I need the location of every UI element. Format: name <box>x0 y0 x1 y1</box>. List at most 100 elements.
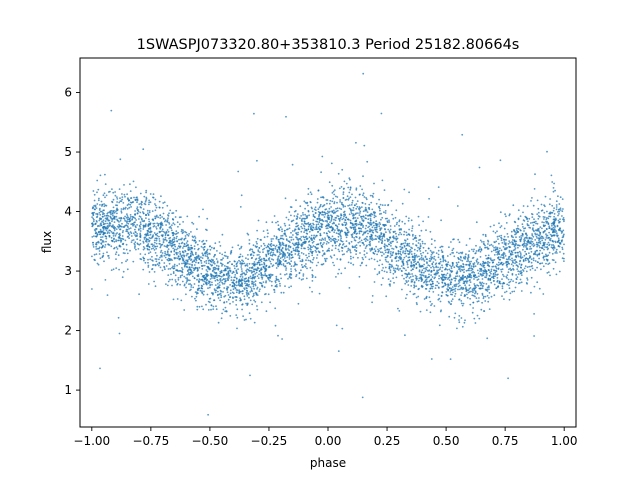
data-point <box>196 243 199 246</box>
data-point <box>519 215 522 218</box>
data-point <box>290 270 293 273</box>
data-point <box>395 253 397 256</box>
data-point <box>108 232 111 234</box>
data-point <box>530 247 533 250</box>
data-point <box>501 254 504 256</box>
data-point <box>263 286 266 289</box>
data-point <box>311 274 314 276</box>
data-point <box>424 270 427 273</box>
data-point <box>483 262 486 265</box>
data-point <box>197 262 200 264</box>
data-point <box>403 256 406 259</box>
data-point <box>379 251 382 254</box>
data-point <box>423 267 425 270</box>
data-point <box>224 251 227 254</box>
data-point <box>164 256 167 259</box>
data-point <box>390 245 392 247</box>
data-point <box>139 230 142 232</box>
data-point <box>489 279 492 282</box>
data-point <box>238 259 240 262</box>
data-point <box>488 269 490 272</box>
data-point <box>253 261 256 263</box>
data-point <box>379 223 382 226</box>
data-point <box>171 224 173 227</box>
data-point <box>230 279 233 281</box>
data-point <box>148 271 151 273</box>
data-point <box>349 250 352 252</box>
data-point <box>304 242 307 244</box>
data-point <box>200 287 203 289</box>
data-point <box>340 237 342 240</box>
data-point <box>538 245 540 247</box>
data-point <box>488 257 490 260</box>
data-point <box>276 251 279 253</box>
data-point <box>310 225 313 227</box>
data-point <box>318 239 321 241</box>
data-point <box>513 290 516 293</box>
data-point <box>288 286 290 289</box>
data-point <box>193 256 196 259</box>
data-point <box>478 275 480 278</box>
data-point <box>210 246 213 249</box>
data-point <box>555 273 558 276</box>
data-point <box>148 211 151 214</box>
data-point <box>542 293 545 295</box>
data-point <box>190 269 193 272</box>
data-point <box>401 243 403 245</box>
data-point <box>351 245 354 248</box>
data-point <box>338 244 340 247</box>
data-point <box>504 255 507 257</box>
data-point <box>164 268 166 271</box>
data-point <box>189 248 192 251</box>
data-point <box>393 237 395 240</box>
data-point <box>339 199 341 201</box>
data-point <box>181 232 184 235</box>
data-point <box>206 229 208 232</box>
data-point <box>238 248 241 250</box>
data-point <box>219 262 222 265</box>
data-point <box>322 238 325 241</box>
data-point <box>479 270 481 272</box>
data-point <box>202 283 205 286</box>
data-point <box>400 248 403 250</box>
data-point <box>336 201 338 204</box>
data-point <box>194 242 197 244</box>
data-point <box>188 257 191 259</box>
data-point <box>480 267 483 270</box>
data-point <box>466 293 468 296</box>
data-point <box>159 266 162 269</box>
data-point <box>201 240 204 243</box>
data-point <box>200 279 202 281</box>
data-point <box>154 237 157 240</box>
data-point <box>114 191 116 193</box>
data-point <box>319 205 322 208</box>
data-point <box>552 228 555 231</box>
data-point <box>465 269 468 272</box>
data-point <box>548 262 551 265</box>
data-point <box>556 235 559 238</box>
data-point <box>185 282 188 284</box>
data-point <box>474 295 476 298</box>
data-point <box>499 258 502 261</box>
data-point <box>251 256 254 259</box>
data-point <box>289 236 291 239</box>
data-point <box>167 253 170 256</box>
data-point <box>275 237 278 240</box>
data-point <box>426 266 428 269</box>
data-point <box>293 261 296 263</box>
data-point <box>420 271 423 274</box>
data-point <box>434 284 437 287</box>
data-point <box>127 203 130 206</box>
data-point <box>357 241 360 244</box>
data-point <box>394 216 397 219</box>
data-point <box>202 243 205 246</box>
data-point <box>288 252 291 255</box>
data-point <box>163 265 166 268</box>
data-point <box>114 253 117 256</box>
data-point <box>355 203 358 205</box>
data-point <box>241 276 244 278</box>
data-point <box>241 259 243 262</box>
data-point <box>253 281 255 283</box>
data-point <box>305 259 307 262</box>
data-point <box>450 278 453 281</box>
